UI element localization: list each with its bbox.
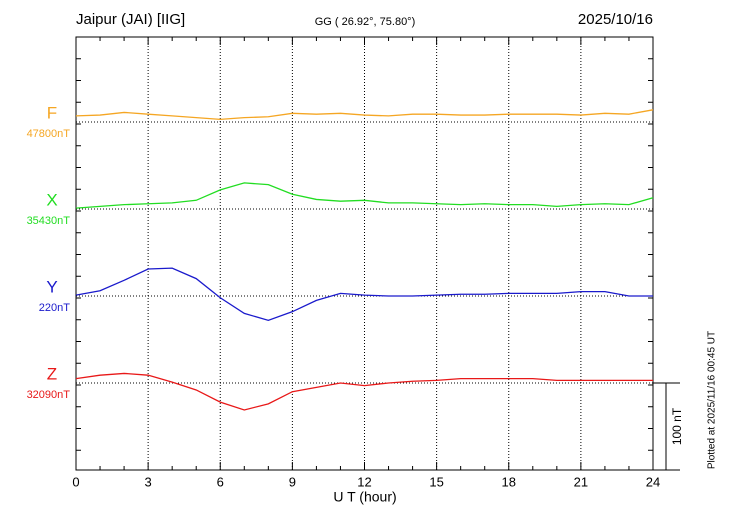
chart-title: Jaipur (JAI) [IIG] [76, 11, 185, 28]
series-line [75, 267, 653, 322]
x-tick-label: 9 [289, 474, 296, 489]
x-axis-label: U T (hour) [333, 489, 396, 505]
x-tick-label: 15 [429, 474, 443, 489]
x-tick-label: 0 [72, 474, 79, 489]
baseline-label: 35430nT [27, 215, 71, 227]
x-tick-label: 21 [574, 474, 588, 489]
series-name: Z [47, 364, 57, 383]
baseline-label: 32090nT [27, 389, 71, 401]
chart-date: 2025/10/16 [578, 11, 653, 28]
baseline-label: 47800nT [27, 128, 71, 140]
x-tick-label: 3 [145, 474, 152, 489]
series-name: Y [46, 277, 57, 296]
scale-bar [653, 382, 680, 471]
series-line [75, 109, 654, 121]
x-tick-label: 12 [357, 474, 371, 489]
x-tick-label: 6 [217, 474, 224, 489]
scale-bar-label: 100 nT [670, 407, 684, 445]
x-tick-label: 18 [502, 474, 516, 489]
series-name: F [47, 103, 57, 122]
x-tick-label: 24 [646, 474, 660, 489]
plot-note: Plotted at 2025/11/16 00:45 UT [707, 331, 718, 469]
series-line [75, 372, 653, 411]
chart-subtitle: GG ( 26.92°, 75.80°) [315, 16, 416, 28]
series-name: X [46, 190, 57, 209]
baseline-label: 220nT [39, 302, 70, 314]
series-line [75, 182, 654, 209]
